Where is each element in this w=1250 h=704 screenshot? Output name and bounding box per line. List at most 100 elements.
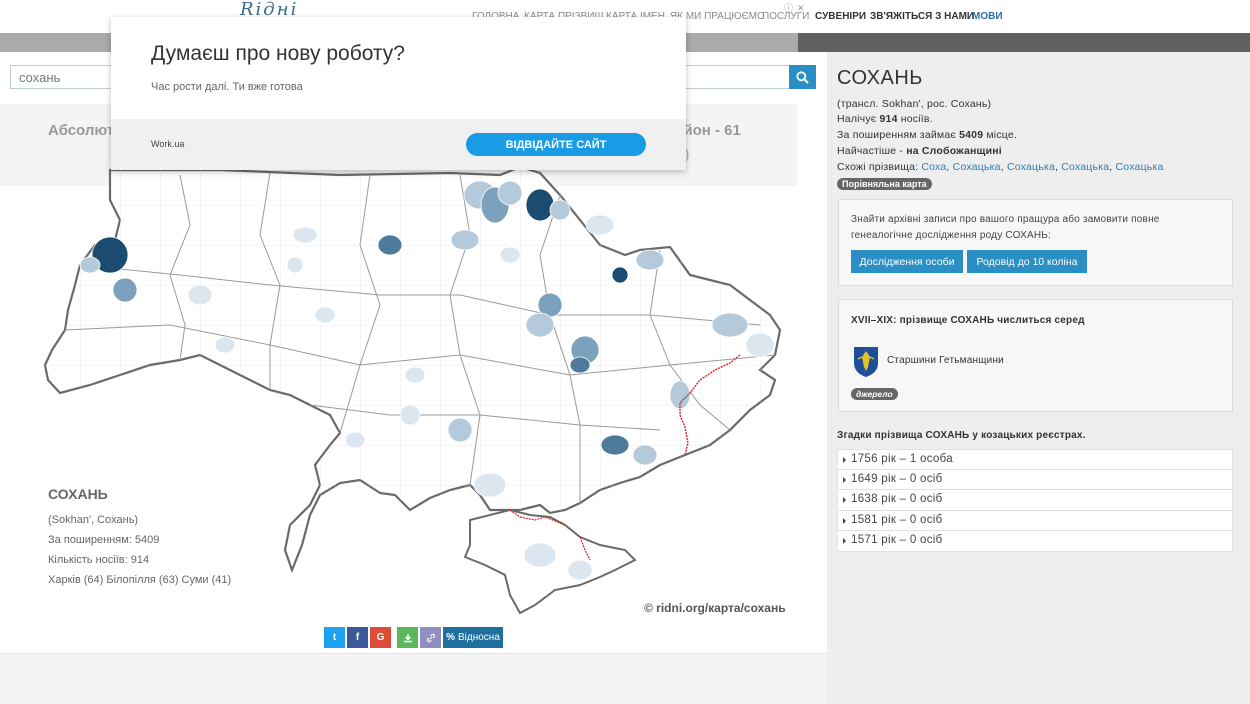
shaded-district[interactable] (344, 431, 366, 449)
relative-map-label: Відносна (458, 632, 500, 643)
google-share-button[interactable]: G (370, 627, 391, 648)
main-menu: ГОЛОВНА КАРТА ПРІЗВИЩКАРТА ІМЕН ЯК МИ ПРАЦ… (460, 11, 1250, 25)
menu-item[interactable]: СУВЕНІРИ (815, 11, 867, 22)
register-row[interactable]: 1756 рік – 1 особа (837, 449, 1233, 470)
shaded-district[interactable] (669, 380, 691, 410)
shaded-district[interactable] (447, 417, 473, 443)
register-row[interactable]: 1649 рік – 0 осіб (837, 469, 1233, 490)
shaded-district[interactable] (286, 256, 304, 274)
surname-rank-value: 5409 (959, 129, 984, 141)
adchoices-info[interactable]: ⓘ (784, 3, 794, 13)
ad-title: Думаєш про нову роботу? (151, 42, 405, 65)
register-row-label: 1581 рік – 0 осіб (851, 513, 943, 526)
shaded-district[interactable] (473, 472, 507, 498)
caret-right-icon (843, 476, 846, 483)
map-caption-translit: (Sokhan', Сохань) (48, 514, 139, 526)
copy-link-button[interactable] (420, 627, 441, 648)
register-row-label: 1571 рік – 0 осіб (851, 534, 943, 546)
register-row[interactable]: 1571 рік – 0 осіб (837, 531, 1233, 552)
ad-visit-button[interactable]: ВІДВІДАЙТЕ САЙТ (466, 133, 646, 156)
register-row-label: 1756 рік – 1 особа (851, 453, 953, 465)
register-row[interactable]: 1581 рік – 0 осіб (837, 510, 1233, 531)
shaded-district[interactable] (292, 226, 318, 244)
compare-map-badge[interactable]: Порівняльна карта (837, 178, 932, 190)
shaded-district[interactable] (497, 180, 523, 206)
shaded-district[interactable] (404, 366, 426, 384)
menu-item[interactable]: КАРТА ПРІЗВИЩ (524, 11, 604, 22)
shaded-district[interactable] (635, 249, 665, 271)
caret-right-icon (843, 497, 846, 503)
ad-brand[interactable]: Work.ua (151, 139, 185, 149)
shaded-district[interactable] (525, 312, 555, 338)
shaded-district[interactable] (611, 266, 629, 284)
history-item[interactable]: Старшини Гетьманщини (887, 355, 1004, 366)
caret-right-icon (843, 538, 846, 544)
crimea-border (509, 509, 591, 561)
shaded-district[interactable] (632, 444, 658, 466)
download-button[interactable] (397, 627, 418, 648)
shaded-district[interactable] (91, 236, 129, 274)
menu-item[interactable]: ГОЛОВНА (472, 11, 519, 22)
adchoices-icon[interactable]: ⓘ ✕ (780, 1, 805, 14)
facebook-icon: f (355, 632, 360, 643)
ad-subtitle: Час рости далі. Ти вже готова (151, 81, 303, 93)
shaded-district[interactable] (79, 256, 101, 274)
shaded-district[interactable] (711, 312, 749, 338)
percent-icon: % (446, 632, 455, 643)
registers-title: Згадки прізвища СОХАНЬ у козацьких реєст… (837, 430, 1086, 441)
shaded-district[interactable] (450, 229, 480, 251)
frontline (679, 354, 741, 456)
shaded-district[interactable] (187, 284, 213, 306)
register-row-label: 1649 рік – 0 осіб (851, 472, 943, 485)
menu-item[interactable]: ЯК МИ ПРАЦЮЄМО (670, 11, 765, 22)
similar-surnames: Схожі прізвища: Соха, Сохацька, Сохацька… (837, 161, 1164, 173)
surname-region-value: на Слобожанщині (906, 145, 1002, 157)
menu-item[interactable]: МОВИ (972, 11, 1003, 22)
link-icon (426, 633, 435, 642)
shaded-district[interactable] (600, 434, 630, 456)
site-logo[interactable]: Rідні (240, 0, 299, 20)
twitter-share-button[interactable]: t (324, 627, 345, 648)
shaded-district[interactable] (112, 277, 138, 303)
research-person-button[interactable]: Дослідження особи (851, 250, 963, 273)
ad-popup[interactable]: Думаєш про нову роботу? Час рости далі. … (111, 17, 686, 170)
menu-item[interactable]: ЗВ'ЯЖІТЬСЯ З НАМИ (870, 11, 975, 22)
family-tree-button[interactable]: Родовід до 10 коліна (967, 250, 1087, 273)
ukraine-surname-map[interactable] (40, 165, 790, 625)
register-row[interactable]: 1638 рік – 0 осіб (837, 490, 1233, 511)
similar-surname-link[interactable]: Соха (921, 161, 947, 173)
header-band-right (798, 33, 1250, 52)
ad-footer: Work.ua ВІДВІДАЙТЕ САЙТ (111, 119, 686, 170)
shaded-district[interactable] (523, 542, 557, 568)
menu-item[interactable]: ПОСЛУГИ (762, 11, 810, 22)
shaded-district[interactable] (399, 404, 421, 426)
similar-surname-link[interactable]: Сохацька (1061, 161, 1110, 173)
shaded-district[interactable] (567, 559, 593, 581)
surname-carriers-value: 914 (879, 113, 898, 125)
search-button[interactable] (789, 65, 816, 89)
menu-item[interactable]: КАРТА ІМЕН (606, 11, 665, 22)
shaded-district[interactable] (314, 306, 336, 324)
relative-map-button[interactable]: % Відносна (443, 627, 503, 648)
similar-surname-link[interactable]: Сохацька (952, 161, 1001, 173)
similar-surname-link[interactable]: Сохацька (1006, 161, 1055, 173)
facebook-share-button[interactable]: f (347, 627, 368, 648)
ad-close-icon[interactable]: ✕ (797, 3, 805, 13)
research-text: Знайти архівні записи про вашого пращура… (851, 214, 1160, 241)
shaded-district[interactable] (549, 199, 571, 221)
source-badge[interactable]: джерело (851, 388, 898, 400)
shaded-district[interactable] (525, 188, 555, 222)
map-caption: СОХАНЬ (Sokhan', Сохань) За поширенням: … (48, 486, 231, 594)
shaded-district[interactable] (745, 332, 775, 358)
surname-rank: За поширенням займає 5409 місце. (837, 129, 1018, 141)
caret-right-icon (843, 457, 846, 463)
similar-surname-link[interactable]: Сохацька (1115, 161, 1164, 173)
shaded-district[interactable] (499, 246, 521, 264)
shaded-district[interactable] (569, 356, 591, 374)
stats-absolute: Абсолют (48, 122, 115, 139)
register-row-label: 1638 рік – 0 осіб (851, 493, 943, 505)
shaded-district[interactable] (585, 214, 615, 236)
shaded-district[interactable] (377, 234, 403, 256)
share-bar: t f G % Відносна (324, 627, 505, 648)
shaded-district[interactable] (214, 336, 236, 354)
